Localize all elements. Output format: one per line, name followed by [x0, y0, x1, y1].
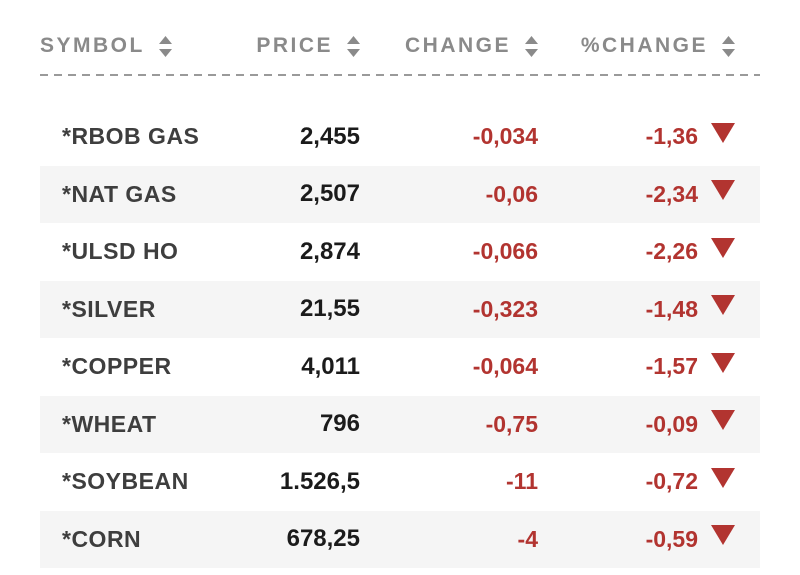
pct-change-value: -0,72: [645, 468, 698, 495]
change-value: -4: [517, 525, 538, 552]
sort-arrows-icon: [722, 35, 735, 57]
pct-change-cell: -1,48: [538, 295, 760, 323]
table-row: *SILVER 21,55 -0,323 -1,48: [40, 280, 760, 338]
table-row: *ULSD HO 2,874 -0,066 -2,26: [40, 223, 760, 281]
column-header-label: PRICE: [256, 34, 333, 57]
pct-change-value: -1,48: [645, 295, 698, 322]
symbol-label: *RBOB GAS: [62, 123, 200, 150]
pct-change-value: -1,57: [645, 353, 698, 380]
sort-arrows-icon: [525, 35, 538, 57]
price-cell: 678,25: [230, 525, 360, 553]
sort-arrows-icon: [158, 35, 172, 57]
symbol-label: *CORN: [62, 525, 142, 552]
symbol-label: *COPPER: [62, 353, 172, 380]
symbol-label: *SILVER: [62, 295, 156, 322]
price-value: 21,55: [299, 295, 360, 323]
column-header-label: CHANGE: [404, 34, 511, 57]
change-value: -0,06: [485, 180, 538, 207]
sort-arrows-icon: [347, 35, 360, 57]
change-value: -11: [506, 468, 538, 495]
pct-change-cell: -0,59: [538, 525, 760, 553]
price-cell: 796: [230, 410, 360, 438]
down-triangle-icon: [711, 180, 735, 201]
pct-change-cell: -2,34: [538, 180, 760, 208]
symbol-label: *SOYBEAN: [62, 468, 189, 495]
pct-change-value: -1,36: [645, 123, 698, 150]
symbol-cell: *WHEAT: [40, 411, 230, 438]
price-cell: 2,455: [230, 123, 360, 151]
pct-change-value: -0,59: [645, 525, 698, 552]
symbol-cell: *RBOB GAS: [40, 123, 230, 150]
symbol-cell: *NAT GAS: [40, 181, 230, 208]
pct-change-cell: -0,09: [538, 410, 760, 438]
price-value: 796: [319, 410, 360, 438]
table-row: *COPPER 4,011 -0,064 -1,57: [40, 338, 760, 396]
symbol-label: *NAT GAS: [62, 180, 177, 207]
price-cell: 4,011: [230, 353, 360, 381]
header-dashed-divider: [40, 74, 760, 76]
down-triangle-icon: [711, 525, 735, 546]
column-header-pct-change[interactable]: %CHANGE: [538, 34, 760, 58]
change-value: -0,75: [485, 410, 538, 437]
column-header-change[interactable]: CHANGE: [360, 34, 538, 58]
pct-change-value: -2,26: [645, 238, 698, 265]
change-cell: -0,064: [360, 353, 538, 380]
price-cell: 1.526,5: [230, 468, 360, 496]
table-row: *RBOB GAS 2,455 -0,034 -1,36: [40, 108, 760, 166]
price-value: 2,874: [299, 237, 360, 265]
change-value: -0,034: [472, 123, 538, 150]
column-header-label: SYMBOL: [40, 34, 145, 57]
down-triangle-icon: [711, 122, 735, 143]
symbol-label: *ULSD HO: [62, 238, 179, 265]
price-value: 2,507: [299, 180, 360, 208]
change-cell: -11: [360, 468, 538, 495]
change-value: -0,323: [472, 295, 538, 322]
symbol-cell: *CORN: [40, 526, 230, 553]
table-row: *NAT GAS 2,507 -0,06 -2,34: [40, 165, 760, 223]
pct-change-value: -2,34: [645, 180, 698, 207]
change-cell: -0,034: [360, 123, 538, 150]
change-cell: -0,75: [360, 411, 538, 438]
change-cell: -0,06: [360, 181, 538, 208]
table-header-row: SYMBOL PRICE CHANGE: [40, 24, 760, 68]
column-header-symbol[interactable]: SYMBOL: [40, 34, 230, 58]
down-triangle-icon: [711, 467, 735, 488]
change-cell: -0,323: [360, 296, 538, 323]
down-triangle-icon: [711, 352, 735, 373]
symbol-cell: *SILVER: [40, 296, 230, 323]
pct-change-cell: -1,57: [538, 352, 760, 380]
commodities-table: SYMBOL PRICE CHANGE: [40, 24, 760, 568]
down-triangle-icon: [711, 410, 735, 431]
change-cell: -0,066: [360, 238, 538, 265]
symbol-cell: *COPPER: [40, 353, 230, 380]
price-value: 678,25: [286, 525, 360, 553]
symbol-cell: *ULSD HO: [40, 238, 230, 265]
change-value: -0,064: [472, 353, 538, 380]
price-value: 4,011: [301, 352, 360, 380]
change-cell: -4: [360, 526, 538, 553]
price-value: 1.526,5: [279, 467, 360, 495]
table-body: *RBOB GAS 2,455 -0,034 -1,36 *NAT GAS 2,…: [40, 108, 760, 568]
down-triangle-icon: [711, 237, 735, 258]
symbol-label: *WHEAT: [62, 410, 157, 437]
pct-change-cell: -0,72: [538, 467, 760, 495]
symbol-cell: *SOYBEAN: [40, 468, 230, 495]
pct-change-cell: -1,36: [538, 122, 760, 150]
column-header-price[interactable]: PRICE: [230, 34, 360, 58]
price-cell: 2,874: [230, 238, 360, 266]
column-header-label: %CHANGE: [580, 34, 708, 57]
table-row: *WHEAT 796 -0,75 -0,09: [40, 395, 760, 453]
pct-change-value: -0,09: [645, 410, 698, 437]
pct-change-cell: -2,26: [538, 237, 760, 265]
price-cell: 21,55: [230, 295, 360, 323]
price-value: 2,455: [299, 122, 360, 150]
change-value: -0,066: [472, 238, 538, 265]
price-cell: 2,507: [230, 180, 360, 208]
table-row: *SOYBEAN 1.526,5 -11 -0,72: [40, 453, 760, 511]
down-triangle-icon: [711, 295, 735, 316]
table-row: *CORN 678,25 -4 -0,59: [40, 510, 760, 568]
